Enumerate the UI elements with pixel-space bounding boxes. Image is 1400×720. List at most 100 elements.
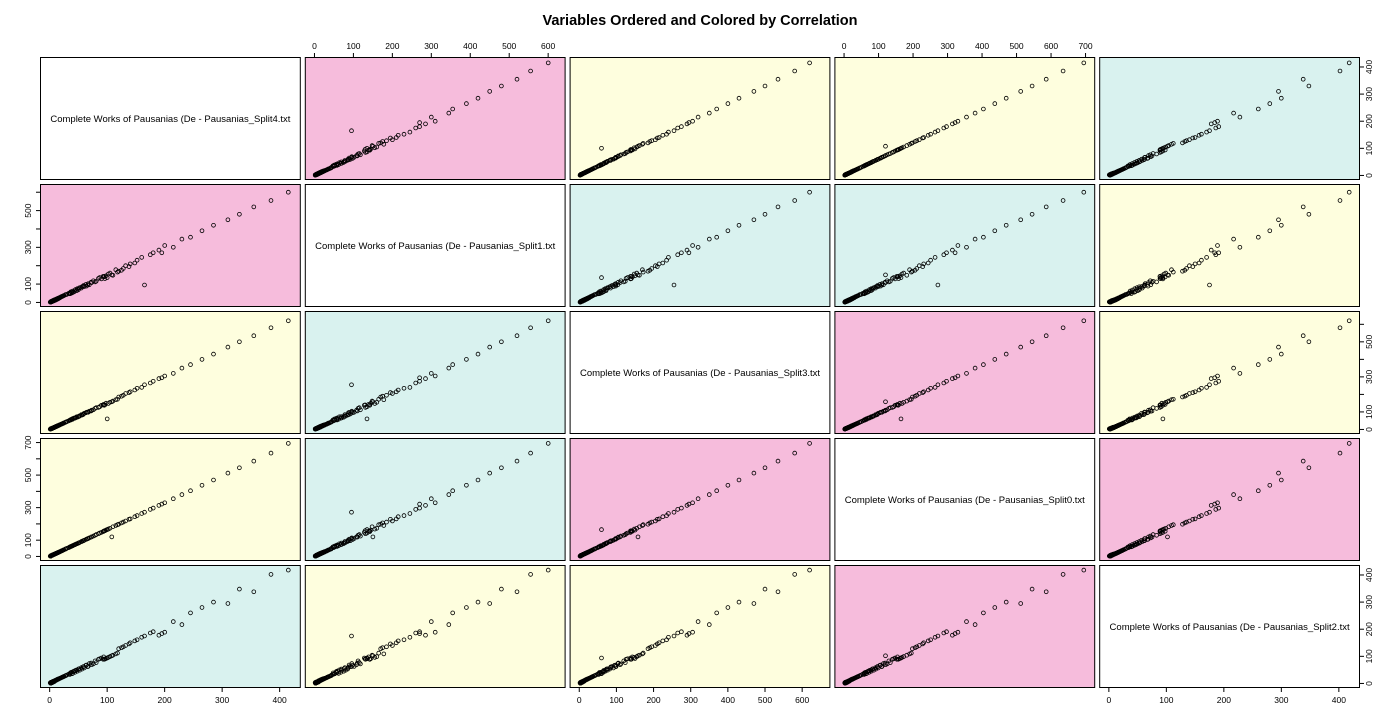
matrix-cell-r0c4 — [1099, 57, 1360, 180]
matrix-cells: Complete Works of Pausanias (De - Pausan… — [40, 57, 1360, 688]
tick-label: 500 — [1364, 334, 1374, 348]
diagonal-variable-label: Complete Works of Pausanias (De - Pausan… — [50, 114, 290, 125]
tick-label: 200 — [1364, 622, 1374, 636]
scatter-points — [312, 60, 551, 178]
tick-label: 300 — [23, 500, 33, 514]
tick-label: 700 — [23, 435, 33, 449]
scatter-points — [312, 441, 551, 559]
matrix-cell-r1c3 — [834, 184, 1096, 307]
scatter-points — [47, 318, 291, 432]
tick-label: 300 — [215, 695, 229, 705]
tick-label: 100 — [1159, 695, 1173, 705]
tick-label: 300 — [23, 240, 33, 254]
scatter-points — [47, 441, 291, 559]
tick-label: 0 — [23, 554, 33, 559]
tick-label: 500 — [758, 695, 772, 705]
scatter-points — [842, 567, 1087, 686]
matrix-cell-r0c3 — [834, 57, 1096, 180]
matrix-cell-r3c0 — [40, 438, 301, 561]
tick-label: 100 — [609, 695, 623, 705]
tick-label: 200 — [646, 695, 660, 705]
tick-label: 100 — [1364, 141, 1374, 155]
diagonal-variable-label: Complete Works of Pausanias (De - Pausan… — [845, 495, 1085, 506]
matrix-cell-r2c3 — [834, 311, 1096, 434]
tick-label: 400 — [273, 695, 287, 705]
tick-label: 100 — [100, 695, 114, 705]
tick-label: 400 — [463, 41, 477, 51]
scatter-points — [312, 318, 551, 432]
matrix-cell-r1c1: Complete Works of Pausanias (De - Pausan… — [304, 184, 566, 307]
tick-label: 200 — [158, 695, 172, 705]
scatter-points — [47, 567, 291, 686]
diagonal-variable-label: Complete Works of Pausanias (De - Pausan… — [580, 368, 820, 379]
matrix-cell-r4c3 — [834, 565, 1096, 688]
top-axis-Split0: 0 100 200 300 400 500 600 700 — [842, 41, 1093, 57]
tick-label: 100 — [1364, 405, 1374, 419]
tick-label: 0 — [577, 695, 582, 705]
scatter-points — [1107, 60, 1352, 178]
tick-label: 200 — [906, 41, 920, 51]
matrix-cell-r2c0 — [40, 311, 301, 434]
scatter-points — [842, 60, 1087, 178]
matrix-cell-r2c4 — [1099, 311, 1360, 434]
right-axis-Split3: 0 100 300 500 — [1360, 323, 1374, 432]
tick-label: 700 — [1078, 41, 1092, 51]
matrix-cell-r1c2 — [569, 184, 831, 307]
matrix-cell-r4c1 — [304, 565, 566, 688]
tick-label: 600 — [1044, 41, 1058, 51]
tick-label: 400 — [1364, 60, 1374, 74]
diagonal-variable-label: Complete Works of Pausanias (De - Pausan… — [1110, 622, 1350, 633]
matrix-cell-r1c4 — [1099, 184, 1360, 307]
scatter-points — [577, 60, 812, 178]
tick-label: 0 — [1106, 695, 1111, 705]
tick-label: 0 — [1364, 681, 1374, 686]
tick-label: 500 — [23, 468, 33, 482]
tick-label: 0 — [1364, 173, 1374, 178]
diagonal-variable-label: Complete Works of Pausanias (De - Pausan… — [315, 241, 555, 252]
scatter-points — [842, 318, 1087, 432]
tick-label: 500 — [23, 203, 33, 217]
tick-label: 500 — [1009, 41, 1023, 51]
tick-label: 300 — [1364, 87, 1374, 101]
top-axis-Split1: 0 100 200 300 400 500 600 — [312, 41, 556, 57]
matrix-cell-r0c0: Complete Works of Pausanias (De - Pausan… — [40, 57, 301, 180]
tick-label: 400 — [1364, 568, 1374, 582]
matrix-cell-r3c1 — [304, 438, 566, 561]
axis-ticks-and-labels: 0 100 200 300 400 500 600 0 100 200 300 400 500 600 70… — [23, 41, 1374, 705]
matrix-cell-r4c2 — [569, 565, 831, 688]
matrix-cell-r4c0 — [40, 565, 301, 688]
tick-label: 0 — [23, 300, 33, 305]
scatter-points — [1107, 189, 1352, 305]
tick-label: 100 — [871, 41, 885, 51]
left-axis-Split0: 0 100 300 500 700 — [23, 435, 40, 559]
matrix-cell-r2c1 — [304, 311, 566, 434]
tick-label: 400 — [721, 695, 735, 705]
bottom-axis-Split3: 0 100 200 300 400 500 600 — [577, 688, 810, 705]
matrix-cell-r0c1 — [304, 57, 566, 180]
matrix-cell-r2c2: Complete Works of Pausanias (De - Pausan… — [569, 311, 831, 434]
matrix-cell-r3c3: Complete Works of Pausanias (De - Pausan… — [834, 438, 1096, 561]
right-axis-Split2: 0 100 200 300 400 — [1360, 568, 1374, 686]
matrix-cell-r4c4: Complete Works of Pausanias (De - Pausan… — [1099, 565, 1360, 688]
tick-label: 300 — [1364, 595, 1374, 609]
tick-label: 100 — [23, 533, 33, 547]
scatter-points — [842, 189, 1087, 305]
tick-label: 0 — [842, 41, 847, 51]
chart-title: Variables Ordered and Colored by Correla… — [542, 13, 857, 29]
tick-label: 0 — [47, 695, 52, 705]
tick-label: 600 — [541, 41, 555, 51]
tick-label: 300 — [684, 695, 698, 705]
tick-label: 300 — [1274, 695, 1288, 705]
tick-label: 400 — [1332, 695, 1346, 705]
matrix-cell-r1c0 — [40, 184, 301, 307]
tick-label: 100 — [1364, 649, 1374, 663]
tick-label: 100 — [23, 277, 33, 291]
tick-label: 0 — [1364, 427, 1374, 432]
tick-label: 500 — [502, 41, 516, 51]
scatter-points — [577, 567, 812, 686]
tick-label: 400 — [975, 41, 989, 51]
scatter-points — [577, 189, 812, 305]
tick-label: 200 — [1364, 114, 1374, 128]
tick-label: 0 — [312, 41, 317, 51]
